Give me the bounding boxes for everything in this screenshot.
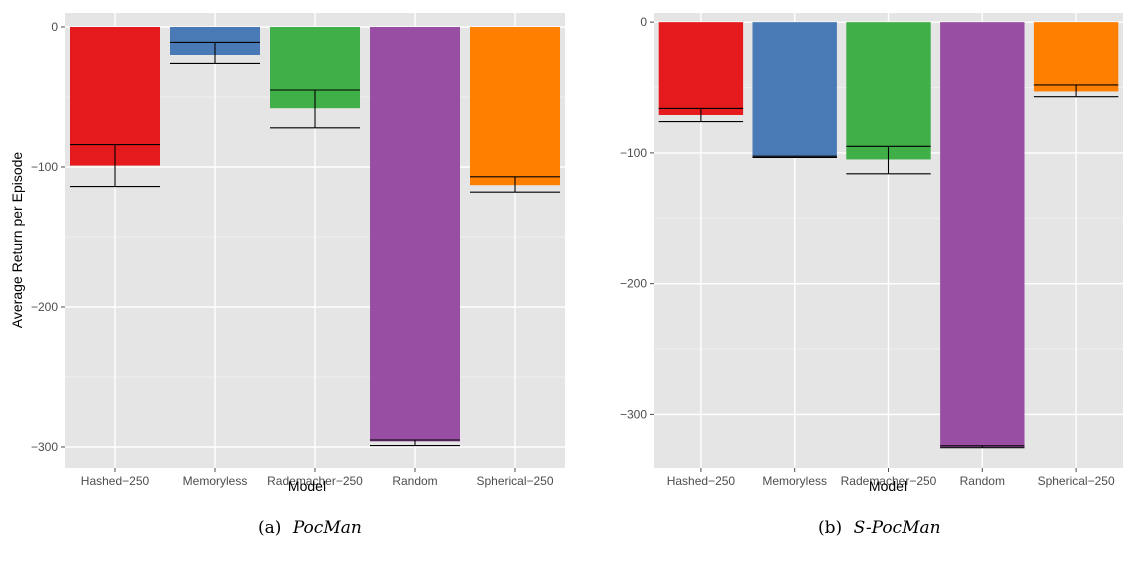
error-bar (70, 144, 160, 188)
error-bars (70, 41, 560, 447)
error-bar (270, 89, 360, 129)
x-tick-label: Memoryless (762, 474, 827, 488)
caption-prefix: (b) (818, 518, 842, 538)
x-tick-label: Hashed−250 (81, 474, 150, 488)
error-bars (658, 84, 1119, 449)
x-tick-label: Rademacher−250 (267, 474, 363, 488)
error-bar (170, 41, 260, 64)
bar-rademacher-250 (846, 22, 931, 160)
bar-random (940, 22, 1025, 448)
x-tick-label: Random (392, 474, 437, 488)
y-tick-label: −300 (31, 440, 58, 454)
y-axis-title: Average Return per Episode (9, 152, 25, 329)
caption-name: S-PocMan (854, 518, 941, 538)
caption-pocman: (a) PocMan (258, 518, 362, 538)
x-tick-label: Spherical−250 (1038, 474, 1115, 488)
caption-name: PocMan (292, 518, 362, 538)
chart-s-pocman: 0 −100 −200 −300 Hashed−250 Memoryless Radema… (620, 13, 1123, 538)
x-ticks: Hashed−250 Memoryless Rademacher−250 Random… (667, 468, 1115, 488)
y-tick-label: −200 (620, 277, 647, 291)
bar-spherical-250 (1033, 22, 1119, 92)
bar-random (370, 27, 460, 442)
error-bar (658, 107, 744, 123)
x-tick-label: Random (960, 474, 1005, 488)
y-tick-label: 0 (51, 20, 58, 34)
bar-memoryless (752, 22, 837, 157)
caption-prefix: (a) (258, 518, 281, 538)
error-bar (940, 445, 1025, 449)
x-axis-title: Model (288, 478, 326, 494)
bar-spherical-250 (470, 27, 560, 186)
x-tick-label: Spherical−250 (476, 474, 553, 488)
y-tick-label: −100 (620, 146, 647, 160)
error-bar (470, 176, 560, 193)
chart-pocman: 0 −100 −200 −300 Hashed−250 Memoryless Radema… (9, 13, 565, 538)
x-tick-label: Hashed−250 (667, 474, 736, 488)
x-axis-title: Model (869, 478, 907, 494)
error-bar (1033, 84, 1119, 98)
y-tick-label: −300 (620, 407, 647, 421)
bar-hashed-250 (658, 22, 744, 115)
error-bar (370, 439, 460, 447)
y-tick-label: −100 (31, 160, 58, 174)
y-ticks: 0 −100 −200 −300 (620, 15, 654, 421)
x-tick-label: Rademacher−250 (841, 474, 937, 488)
bar-hashed-250 (70, 27, 160, 166)
caption-s-pocman: (b) S-PocMan (818, 518, 941, 538)
x-tick-label: Memoryless (183, 474, 248, 488)
error-bar (752, 155, 837, 159)
y-tick-label: −200 (31, 300, 58, 314)
y-ticks: 0 −100 −200 −300 (31, 20, 65, 454)
y-tick-label: 0 (640, 15, 647, 29)
bars (658, 22, 1119, 448)
error-bar (846, 145, 931, 175)
x-ticks: Hashed−250 Memoryless Rademacher−250 Random… (81, 468, 554, 488)
